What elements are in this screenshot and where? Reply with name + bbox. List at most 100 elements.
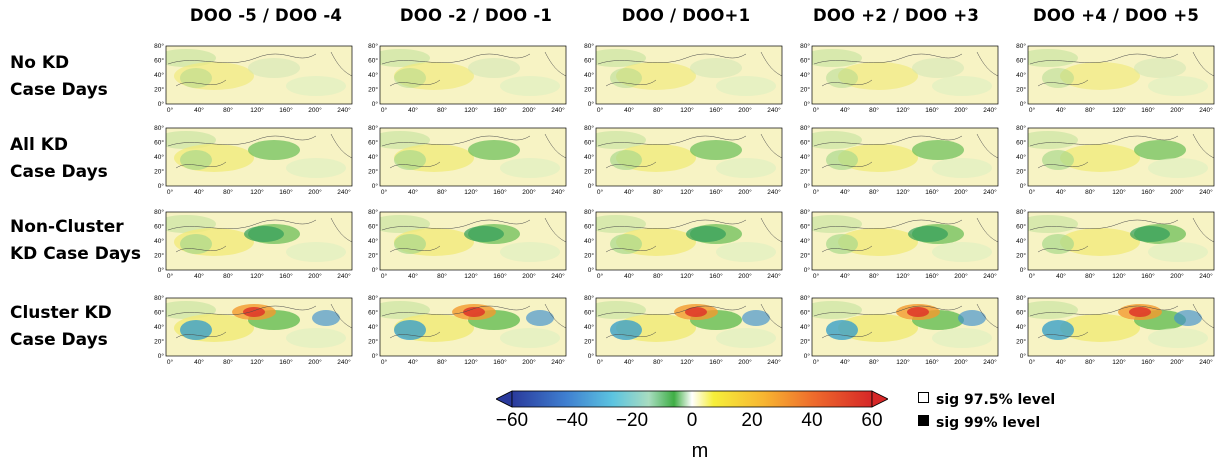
- longitude-tick-label: 200°: [1170, 188, 1184, 196]
- longitude-tick-label: 0°: [813, 106, 820, 114]
- colorbar: [496, 390, 888, 408]
- latitude-tick-label: 40°: [1016, 71, 1026, 79]
- longitude-tick-label: 240°: [337, 188, 351, 196]
- longitude-tick-label: 0°: [813, 272, 820, 280]
- longitude-tick-label: 40°: [408, 272, 418, 280]
- colorbar-tick: 60: [861, 410, 883, 431]
- latitude-tick-label: 80°: [1016, 208, 1026, 216]
- longitude-tick-label: 80°: [869, 188, 879, 196]
- longitude-tick-label: 0°: [813, 188, 820, 196]
- latitude-tick-label: 20°: [1016, 86, 1026, 94]
- map-panel: 0° 20° 40° 60° 80° 0° 40° 80° 120° 160° 200° 240°: [362, 294, 572, 369]
- longitude-tick-label: 40°: [840, 188, 850, 196]
- longitude-tick-label: 240°: [983, 188, 997, 196]
- map-panel-svg: 0° 20° 40° 60° 80° 0° 40° 80° 120° 160° 200° 240°: [368, 294, 567, 366]
- column-header-4: DOO +2 / DOO +3: [812, 6, 980, 25]
- map-frame: [811, 211, 999, 271]
- coastline: [381, 217, 566, 253]
- longitude-tick-label: 120°: [250, 106, 264, 114]
- longitude-tick-label: 160°: [925, 272, 939, 280]
- longitude-tick-label: 200°: [1170, 272, 1184, 280]
- latitude-tick-label: 60°: [584, 309, 594, 317]
- map-panel: 0° 20° 40° 60° 80° 0° 40° 80° 120° 160° 200° 240°: [794, 208, 1004, 283]
- latitude-tick-label: 60°: [800, 223, 810, 231]
- longitude-tick-label: 40°: [840, 106, 850, 114]
- longitude-tick-label: 0°: [1029, 272, 1036, 280]
- coastline: [167, 303, 352, 339]
- longitude-tick-label: 120°: [464, 188, 478, 196]
- longitude-tick-label: 80°: [1085, 358, 1095, 366]
- longitude-tick-label: 120°: [680, 188, 694, 196]
- longitude-tick-label: 160°: [925, 106, 939, 114]
- map-panel: 0° 20° 40° 60° 80° 0° 40° 80° 120° 160° 200° 240°: [362, 42, 572, 117]
- legend-sig-97-5: sig 97.5% level: [918, 390, 1055, 410]
- map-frame: [1027, 297, 1215, 357]
- coastline: [597, 51, 782, 87]
- column-header-3: DOO / DOO+1: [621, 6, 751, 25]
- longitude-tick-label: 120°: [896, 188, 910, 196]
- longitude-tick-label: 40°: [624, 358, 634, 366]
- latitude-tick-label: 0°: [1020, 100, 1027, 108]
- longitude-tick-label: 80°: [1085, 106, 1095, 114]
- anomaly-field: [380, 298, 566, 356]
- longitude-tick-label: 160°: [1141, 272, 1155, 280]
- longitude-tick-label: 120°: [1112, 358, 1126, 366]
- latitude-tick-label: 60°: [1016, 139, 1026, 147]
- anomaly-field: [1028, 212, 1214, 270]
- longitude-tick-label: 200°: [522, 272, 536, 280]
- map-panel: 0° 20° 40° 60° 80° 0° 40° 80° 120° 160° 200° 240°: [578, 294, 788, 369]
- longitude-tick-label: 80°: [653, 106, 663, 114]
- latitude-tick-label: 40°: [584, 71, 594, 79]
- longitude-tick-label: 0°: [381, 106, 388, 114]
- longitude-tick-label: 40°: [194, 272, 204, 280]
- longitude-tick-label: 40°: [1056, 188, 1066, 196]
- legend-label: sig 99% level: [936, 415, 1041, 431]
- map-panel-svg: 0° 20° 40° 60° 80° 0° 40° 80° 120° 160° 200° 240°: [584, 42, 783, 114]
- latitude-tick-label: 0°: [372, 100, 379, 108]
- colorbar-tick: −40: [555, 410, 589, 431]
- latitude-tick-label: 60°: [368, 57, 378, 65]
- longitude-tick-label: 120°: [1112, 188, 1126, 196]
- longitude-tick-label: 200°: [1170, 358, 1184, 366]
- latitude-tick-label: 20°: [584, 338, 594, 346]
- longitude-tick-label: 200°: [954, 272, 968, 280]
- coastline: [597, 303, 782, 339]
- map-panel-svg: 0° 20° 40° 60° 80° 0° 40° 80° 120° 160° 200° 240°: [154, 208, 353, 280]
- map-frame: [811, 45, 999, 105]
- longitude-tick-label: 240°: [983, 106, 997, 114]
- latitude-tick-label: 0°: [804, 100, 811, 108]
- latitude-tick-label: 20°: [154, 86, 164, 94]
- map-panel-svg: 0° 20° 40° 60° 80° 0° 40° 80° 120° 160° 200° 240°: [154, 294, 353, 366]
- longitude-tick-label: 160°: [493, 272, 507, 280]
- map-panel-svg: 0° 20° 40° 60° 80° 0° 40° 80° 120° 160° 200° 240°: [800, 208, 999, 280]
- filled-square-icon: [918, 415, 929, 426]
- latitude-tick-label: 20°: [368, 338, 378, 346]
- longitude-tick-label: 0°: [597, 272, 604, 280]
- map-panel-svg: 0° 20° 40° 60° 80° 0° 40° 80° 120° 160° 200° 240°: [368, 208, 567, 280]
- longitude-tick-label: 120°: [464, 272, 478, 280]
- latitude-tick-label: 40°: [1016, 153, 1026, 161]
- latitude-tick-label: 0°: [804, 352, 811, 360]
- latitude-tick-label: 40°: [368, 323, 378, 331]
- map-frame: [1027, 211, 1215, 271]
- latitude-tick-label: 80°: [154, 124, 164, 132]
- longitude-tick-label: 80°: [653, 188, 663, 196]
- longitude-tick-label: 0°: [1029, 188, 1036, 196]
- longitude-tick-label: 160°: [279, 272, 293, 280]
- longitude-tick-label: 0°: [597, 106, 604, 114]
- map-panel-svg: 0° 20° 40° 60° 80° 0° 40° 80° 120° 160° 200° 240°: [368, 124, 567, 196]
- colorbar-right-arrow: [871, 390, 888, 408]
- latitude-tick-label: 60°: [584, 223, 594, 231]
- longitude-tick-label: 80°: [437, 272, 447, 280]
- longitude-tick-label: 0°: [1029, 358, 1036, 366]
- anomaly-field: [812, 46, 998, 104]
- longitude-tick-label: 80°: [1085, 188, 1095, 196]
- map-panel-svg: 0° 20° 40° 60° 80° 0° 40° 80° 120° 160° 200° 240°: [1016, 294, 1215, 366]
- longitude-tick-label: 40°: [624, 106, 634, 114]
- latitude-tick-label: 80°: [584, 42, 594, 50]
- latitude-tick-label: 60°: [368, 223, 378, 231]
- row-label-line2: Case Days: [10, 80, 108, 100]
- latitude-tick-label: 40°: [800, 237, 810, 245]
- latitude-tick-label: 40°: [800, 323, 810, 331]
- longitude-tick-label: 40°: [1056, 358, 1066, 366]
